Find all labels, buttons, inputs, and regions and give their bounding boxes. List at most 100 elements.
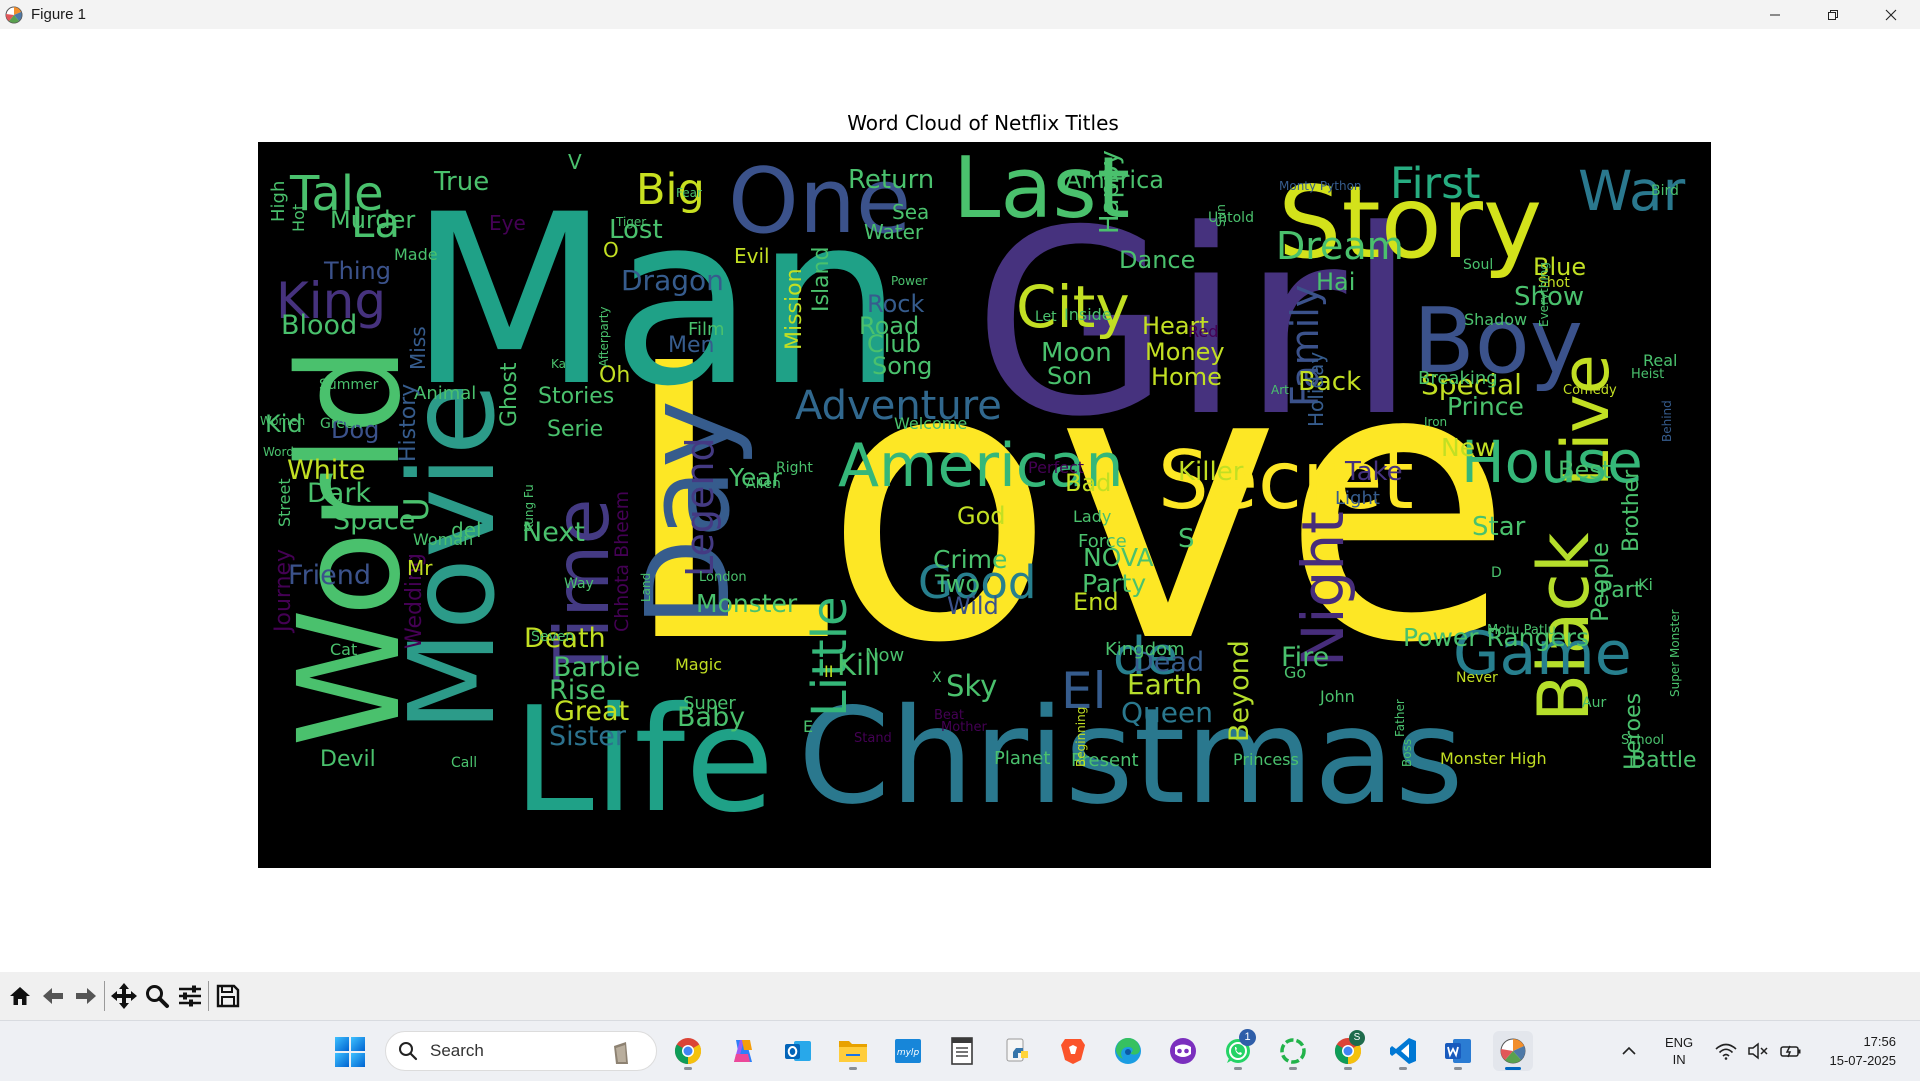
word-cloud-word: White — [287, 455, 366, 486]
notepad-app[interactable] — [943, 1031, 983, 1071]
file-explorer-app[interactable] — [833, 1031, 873, 1071]
word-cloud-background — [258, 142, 1711, 868]
word-cloud-word: Kill — [837, 648, 880, 682]
word-cloud: Love Man Girl Christmas Life World Movie Story L… — [258, 142, 1711, 868]
chrome-app[interactable] — [668, 1031, 708, 1071]
word-cloud-word: Big — [636, 165, 705, 215]
word-cloud-word: II — [824, 662, 833, 681]
show-hidden-icons-button[interactable] — [1620, 1021, 1638, 1081]
word-cloud-word: Miss — [406, 326, 430, 370]
word-cloud-word: Monty Python — [1279, 179, 1362, 193]
mylp-app[interactable]: mylp — [888, 1031, 928, 1071]
close-button[interactable] — [1862, 0, 1920, 29]
word-app[interactable] — [1438, 1031, 1478, 1071]
word-cloud-word: Little — [802, 596, 858, 717]
word-cloud-word: Party — [1082, 569, 1146, 598]
language-label: ENG — [1665, 1035, 1694, 1050]
word-cloud-word: D — [1491, 565, 1502, 581]
word-cloud-word: Shadow — [1464, 310, 1527, 329]
chrome-icon — [674, 1038, 702, 1065]
word-cloud-word: Iron — [1424, 415, 1447, 429]
word-cloud-word: Happy — [1095, 150, 1125, 234]
save-button[interactable] — [211, 978, 244, 1014]
word-cloud-word: U — [397, 497, 437, 522]
word-cloud-word: Christmas — [798, 680, 1464, 834]
loader-app[interactable] — [1273, 1031, 1313, 1071]
home-icon — [9, 987, 30, 1005]
move-icon — [110, 983, 137, 1009]
word-cloud-word: One — [728, 149, 911, 254]
word-cloud-word: Seven — [531, 629, 574, 645]
quick-settings-button[interactable] — [1715, 1021, 1803, 1081]
figure-canvas: Word Cloud of Netflix Titles Love Man Girl… — [0, 29, 1920, 972]
window-title-bar: Figure 1 — [0, 0, 1920, 29]
word-cloud-word: Green — [320, 416, 362, 432]
word-cloud-word: Monster High — [1440, 749, 1547, 768]
word-cloud-word: Crime — [933, 545, 1007, 574]
word-cloud-word: City — [1016, 273, 1130, 341]
back-button[interactable] — [36, 978, 69, 1014]
language-indicator[interactable]: ENG IN — [1665, 1021, 1693, 1081]
copilot-app[interactable] — [723, 1031, 763, 1071]
matplotlib-app[interactable] — [1493, 1031, 1533, 1071]
edge-app[interactable] — [1108, 1031, 1148, 1071]
configure-button[interactable] — [173, 978, 206, 1014]
zoom-button[interactable] — [140, 978, 173, 1014]
word-cloud-word: End — [1073, 588, 1119, 616]
word-cloud-word: Kingdom — [1105, 639, 1185, 660]
word-cloud-word: Now — [865, 645, 904, 666]
word-cloud-word: Boss — [1400, 739, 1414, 767]
word-cloud-word: Night — [1289, 511, 1357, 667]
word-cloud-word: Sister — [549, 721, 627, 752]
word-cloud-word: Afterparty — [597, 306, 611, 367]
word-cloud-word: Secret — [1158, 434, 1414, 527]
python-app[interactable] — [998, 1031, 1038, 1071]
word-icon — [1445, 1039, 1471, 1063]
pan-button[interactable] — [107, 978, 140, 1014]
word-cloud-word: Money — [1145, 338, 1225, 366]
word-cloud-word: Made — [394, 245, 438, 264]
word-cloud-word: Lady — [1073, 507, 1111, 526]
word-cloud-word: Take — [1344, 457, 1403, 487]
word-cloud-word: Inside — [1064, 305, 1112, 324]
word-cloud-word: Last — [953, 142, 1130, 238]
word-cloud-word: Force — [1078, 531, 1127, 552]
chrome-profile-app[interactable]: S — [1328, 1030, 1368, 1071]
vscode-app[interactable] — [1383, 1031, 1423, 1071]
whatsapp-app[interactable]: 1 — [1218, 1029, 1258, 1071]
forward-button[interactable] — [69, 978, 102, 1014]
word-cloud-word: Fear — [676, 186, 702, 200]
taskbar-search[interactable]: Search — [385, 1031, 657, 1071]
discord-app[interactable] — [1163, 1031, 1203, 1071]
word-cloud-word: Killer — [1178, 457, 1244, 487]
word-cloud-word: True — [433, 167, 489, 197]
word-cloud-word: Soul — [1463, 257, 1493, 273]
word-cloud-word: Animal — [414, 383, 476, 404]
volume-muted-icon — [1748, 1042, 1768, 1060]
word-cloud-word: Breaking — [1418, 368, 1498, 389]
start-button[interactable] — [334, 1036, 366, 1068]
home-button[interactable] — [3, 978, 36, 1014]
edge-icon — [1115, 1037, 1141, 1064]
outlook-app[interactable] — [778, 1031, 818, 1071]
clock[interactable]: 17:56 15-07-2025 — [1810, 1021, 1897, 1081]
svg-text:mylp: mylp — [897, 1048, 920, 1058]
word-cloud-word: Heist — [1631, 367, 1664, 382]
word-cloud-word: Great — [554, 696, 629, 727]
restore-button[interactable] — [1804, 0, 1862, 29]
toolbar-separator — [208, 981, 209, 1011]
word-cloud-word: Devil — [320, 747, 376, 772]
word-cloud-word: La — [351, 198, 400, 247]
word-cloud-word: Untold — [1208, 210, 1254, 226]
word-cloud-word: Part — [1599, 578, 1643, 603]
toolbar-separator — [104, 981, 105, 1011]
word-cloud-word: Dream — [1276, 224, 1404, 268]
word-cloud-word: Tale — [289, 166, 384, 222]
word-cloud-word: First — [1390, 159, 1481, 209]
minimize-button[interactable] — [1746, 0, 1804, 29]
brave-app[interactable] — [1053, 1031, 1093, 1071]
word-cloud-word: School — [1621, 733, 1664, 748]
word-cloud-word: Brother — [1619, 469, 1644, 552]
running-indicator — [1399, 1067, 1407, 1070]
word-cloud-word: Perfect — [1028, 458, 1084, 477]
